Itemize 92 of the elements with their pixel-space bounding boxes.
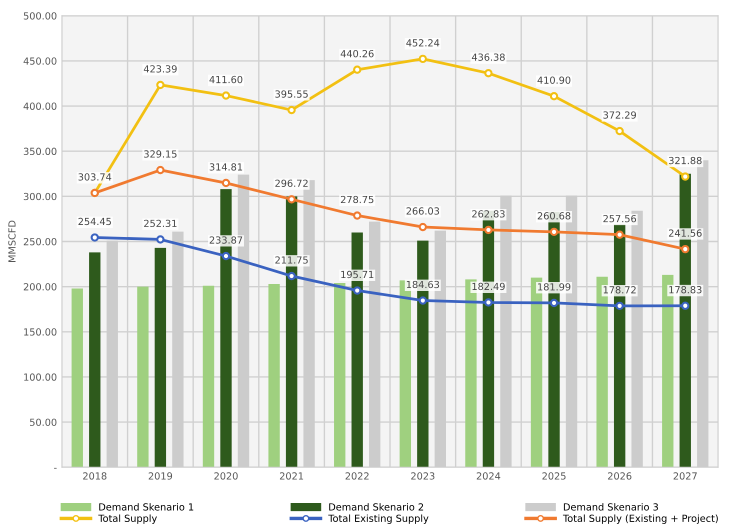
data-label: 452.24 [406, 39, 440, 47]
data-label: 257.56 [603, 214, 636, 222]
data-label: 410.90 [538, 76, 570, 84]
x-tick-label: 2026 [608, 472, 632, 480]
y-tick-label: - [54, 468, 57, 469]
point [615, 302, 624, 310]
y-tick-label: 350.00 [24, 148, 56, 156]
y-tick-label: 500.00 [24, 12, 56, 20]
point [418, 54, 427, 64]
point [550, 298, 558, 308]
point [615, 126, 624, 136]
data-label: 178.83 [669, 286, 702, 294]
data-label: 181.99 [538, 283, 570, 291]
x-tick-label: 2019 [148, 472, 172, 480]
data-label: 423.39 [144, 65, 177, 73]
data-label: 436.38 [472, 53, 505, 61]
bar [137, 286, 149, 468]
point [484, 69, 493, 78]
x-tick-label: 2021 [280, 472, 304, 480]
point [550, 92, 558, 100]
point [353, 286, 362, 295]
legend-label: Demand Skenario 2 [329, 503, 424, 511]
point [484, 298, 493, 307]
legend-label: Demand Skenario 1 [99, 503, 194, 511]
y-tick-label: 450.00 [24, 57, 56, 65]
data-label: 195.71 [341, 270, 374, 278]
data-label: 329.15 [144, 150, 177, 158]
y-axis-title: MMSCFD [8, 220, 16, 262]
y-tick-label: 300.00 [24, 192, 56, 200]
legend-label: Total Supply [98, 514, 157, 524]
x-tick-label: 2025 [542, 472, 566, 480]
legend-label: Demand Skenario 3 [564, 503, 658, 511]
point [156, 166, 165, 174]
data-label: 254.45 [78, 218, 111, 226]
bar [202, 286, 214, 468]
y-tick-label: 400.00 [24, 102, 56, 110]
x-tick-label: 2018 [83, 472, 106, 480]
data-label: 211.75 [275, 256, 308, 264]
x-tick-label: 2020 [214, 472, 238, 480]
point [681, 302, 690, 310]
point [287, 106, 296, 114]
y-tick-label: 200.00 [24, 283, 56, 290]
point [484, 226, 493, 234]
point [418, 222, 427, 232]
point [222, 252, 230, 260]
point [287, 272, 296, 280]
legend-label: Total Existing Supply [328, 514, 429, 524]
y-tick-label: 50.00 [30, 418, 56, 426]
data-label: 241.56 [668, 229, 702, 237]
data-label: 182.49 [472, 282, 505, 290]
y-tick-label: 250.00 [24, 238, 56, 246]
data-label: 278.75 [340, 196, 374, 204]
data-label: 321.88 [668, 156, 702, 164]
data-label: 395.55 [275, 90, 308, 98]
legend-label: Total Supply (Existing + Project) [562, 514, 718, 524]
data-label: 233.87 [210, 236, 242, 244]
point [615, 230, 624, 239]
y-tick-label: 100.00 [24, 373, 56, 381]
data-label: 184.63 [406, 280, 440, 288]
data-label: 252.31 [144, 220, 176, 228]
x-tick-label: 2024 [476, 472, 500, 480]
point [681, 244, 690, 254]
point [156, 80, 165, 90]
point [681, 172, 690, 181]
point [353, 66, 362, 74]
data-label: 296.72 [275, 180, 308, 187]
bar [268, 284, 280, 468]
point [287, 195, 296, 204]
data-label: 303.74 [78, 173, 112, 181]
point [418, 296, 427, 305]
x-tick-label: 2027 [674, 472, 697, 480]
bar [154, 248, 166, 468]
point [222, 91, 230, 100]
x-tick-label: 2022 [346, 472, 369, 480]
data-label: 314.81 [210, 163, 242, 171]
point [550, 228, 558, 236]
data-label: 411.60 [209, 76, 242, 84]
x-tick-label: 2023 [411, 472, 434, 480]
data-label: 260.68 [538, 212, 570, 220]
bar [89, 252, 100, 468]
point [222, 178, 230, 188]
bar [334, 283, 346, 468]
data-label: 262.83 [472, 210, 505, 218]
data-label: 178.72 [604, 286, 636, 294]
data-label: 440.26 [340, 50, 374, 58]
point [90, 233, 99, 242]
bar [72, 288, 83, 468]
point [156, 235, 165, 244]
data-label: 266.03 [406, 207, 440, 215]
y-tick-label: 150.00 [24, 328, 56, 336]
data-label: 372.29 [603, 111, 636, 119]
point [353, 211, 362, 220]
